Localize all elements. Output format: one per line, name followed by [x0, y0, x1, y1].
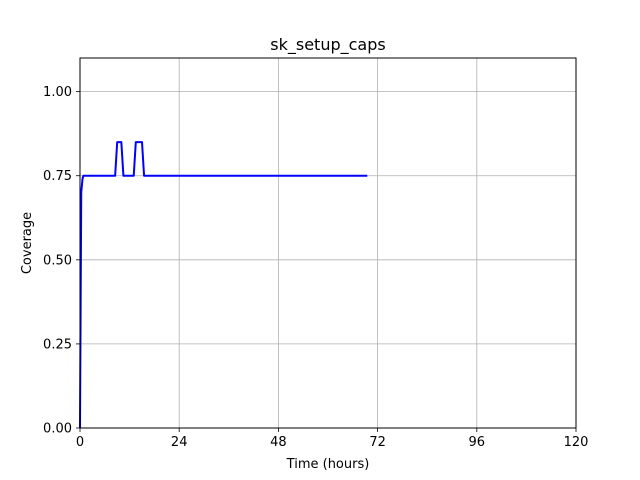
x-tick-label: 24 [171, 435, 188, 450]
y-tick-label: 0.25 [43, 337, 72, 352]
x-tick-label: 120 [564, 435, 589, 450]
x-tick-label: 0 [76, 435, 84, 450]
y-tick-label: 0.50 [43, 253, 72, 268]
x-axis-ticks: 0 24 48 72 96 120 [76, 428, 589, 450]
y-axis-ticks: 0.00 0.25 0.50 0.75 1.00 [43, 85, 80, 437]
x-tick-label: 96 [469, 435, 486, 450]
y-tick-label: 0.00 [43, 422, 72, 437]
y-tick-label: 0.75 [43, 169, 72, 184]
series-group [79, 141, 368, 429]
coverage-line [79, 141, 368, 429]
y-axis-label: Coverage [20, 212, 35, 274]
chart-title: sk_setup_caps [270, 35, 385, 55]
y-tick-label: 1.00 [43, 85, 72, 100]
plot-frame [79, 57, 577, 429]
x-axis-label: Time (hours) [286, 457, 370, 472]
x-tick-label: 72 [369, 435, 386, 450]
x-tick-label: 48 [270, 435, 287, 450]
